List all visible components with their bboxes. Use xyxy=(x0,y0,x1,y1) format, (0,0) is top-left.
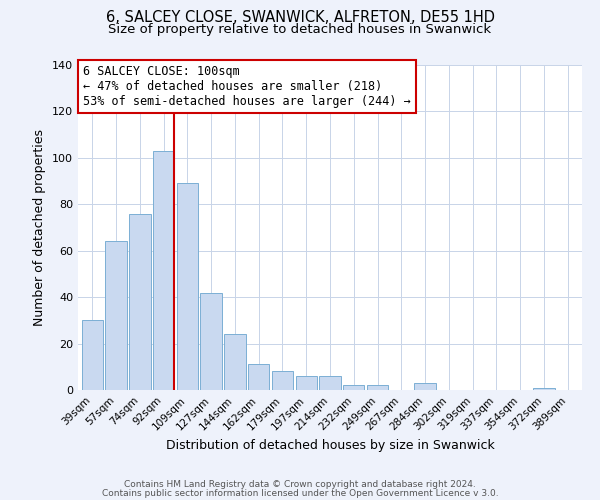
Bar xyxy=(533,388,554,390)
Bar xyxy=(272,372,293,390)
Bar xyxy=(176,184,198,390)
Bar xyxy=(248,364,269,390)
Bar xyxy=(200,292,222,390)
Bar xyxy=(106,242,127,390)
Bar xyxy=(415,383,436,390)
Bar xyxy=(153,151,174,390)
Bar xyxy=(129,214,151,390)
Bar xyxy=(224,334,245,390)
Y-axis label: Number of detached properties: Number of detached properties xyxy=(34,129,46,326)
Text: 6, SALCEY CLOSE, SWANWICK, ALFRETON, DE55 1HD: 6, SALCEY CLOSE, SWANWICK, ALFRETON, DE5… xyxy=(106,10,494,25)
Bar xyxy=(319,376,341,390)
Bar xyxy=(296,376,317,390)
X-axis label: Distribution of detached houses by size in Swanwick: Distribution of detached houses by size … xyxy=(166,438,494,452)
Bar xyxy=(367,386,388,390)
Text: Size of property relative to detached houses in Swanwick: Size of property relative to detached ho… xyxy=(109,22,491,36)
Text: Contains HM Land Registry data © Crown copyright and database right 2024.: Contains HM Land Registry data © Crown c… xyxy=(124,480,476,489)
Bar xyxy=(343,386,364,390)
Bar xyxy=(82,320,103,390)
Text: Contains public sector information licensed under the Open Government Licence v : Contains public sector information licen… xyxy=(101,488,499,498)
Text: 6 SALCEY CLOSE: 100sqm
← 47% of detached houses are smaller (218)
53% of semi-de: 6 SALCEY CLOSE: 100sqm ← 47% of detached… xyxy=(83,65,411,108)
